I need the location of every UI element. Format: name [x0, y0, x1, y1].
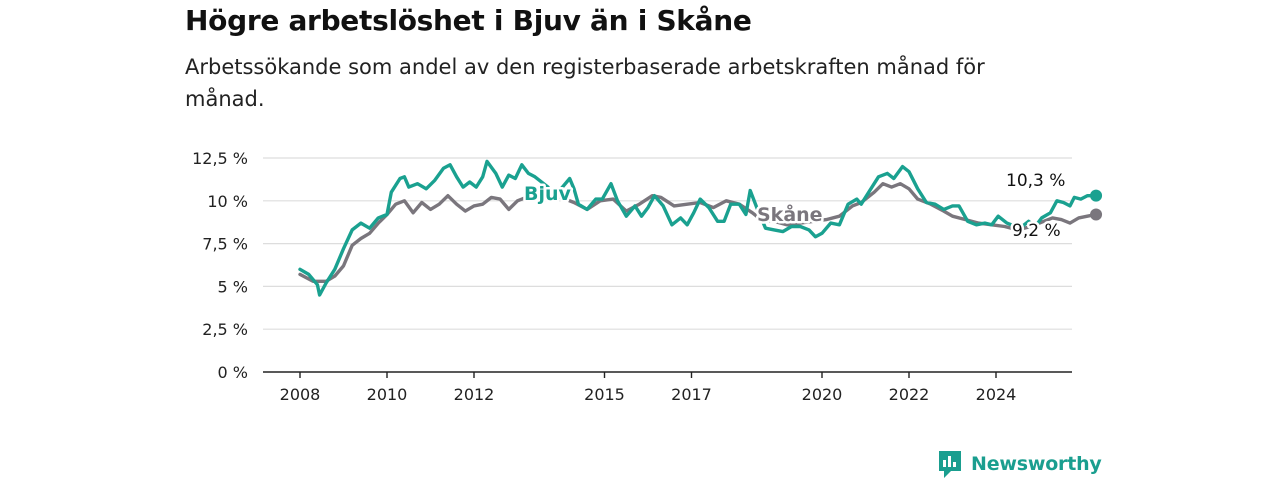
- x-tick-label: 2010: [367, 385, 408, 404]
- x-tick-label: 2008: [280, 385, 321, 404]
- x-tick-label: 2020: [802, 385, 843, 404]
- y-tick-label: 2,5 %: [202, 320, 248, 339]
- end-point-skane: [1090, 208, 1103, 221]
- x-axis: 2008 2010 2012 2015 2017 2020 2022 2024: [263, 371, 1072, 404]
- end-point-bjuv: [1090, 189, 1103, 202]
- series-label-skane: Skåne: [757, 202, 823, 226]
- chart-subtitle: Arbetssökande som andel av den registerb…: [185, 55, 985, 111]
- series-labels: Bjuv Skåne 10,3 % 9,2 %: [522, 169, 1068, 244]
- series-label-bjuv: Bjuv: [524, 183, 572, 205]
- newsworthy-logo: Newsworthy: [937, 448, 1102, 480]
- x-tick-label: 2017: [671, 385, 712, 404]
- y-tick-label: 5 %: [218, 277, 248, 296]
- x-tick-label: 2015: [584, 385, 625, 404]
- brand-name: Newsworthy: [971, 453, 1102, 475]
- y-tick-label: 12,5 %: [192, 149, 248, 168]
- newsworthy-logo-icon: [939, 451, 961, 478]
- x-tick-label: 2024: [976, 385, 1017, 404]
- series-line-skane: [298, 182, 1098, 283]
- y-tick-label: 7,5 %: [202, 235, 248, 254]
- series-line-bjuv: [298, 159, 1098, 297]
- grid-lines: [263, 157, 1072, 330]
- end-value-label-skane: 9,2 %: [1012, 221, 1061, 241]
- chart-title: Högre arbetslöshet i Bjuv än i Skåne: [185, 4, 752, 37]
- y-axis-ticks: 0 % 2,5 % 5 % 7,5 % 10 % 12,5 %: [192, 149, 248, 382]
- x-tick-label: 2012: [454, 385, 495, 404]
- x-tick-label: 2022: [889, 385, 930, 404]
- y-tick-label: 10 %: [207, 192, 248, 211]
- end-value-label-bjuv: 10,3 %: [1006, 171, 1065, 191]
- y-tick-label: 0 %: [218, 363, 248, 382]
- series-lines: [298, 159, 1103, 297]
